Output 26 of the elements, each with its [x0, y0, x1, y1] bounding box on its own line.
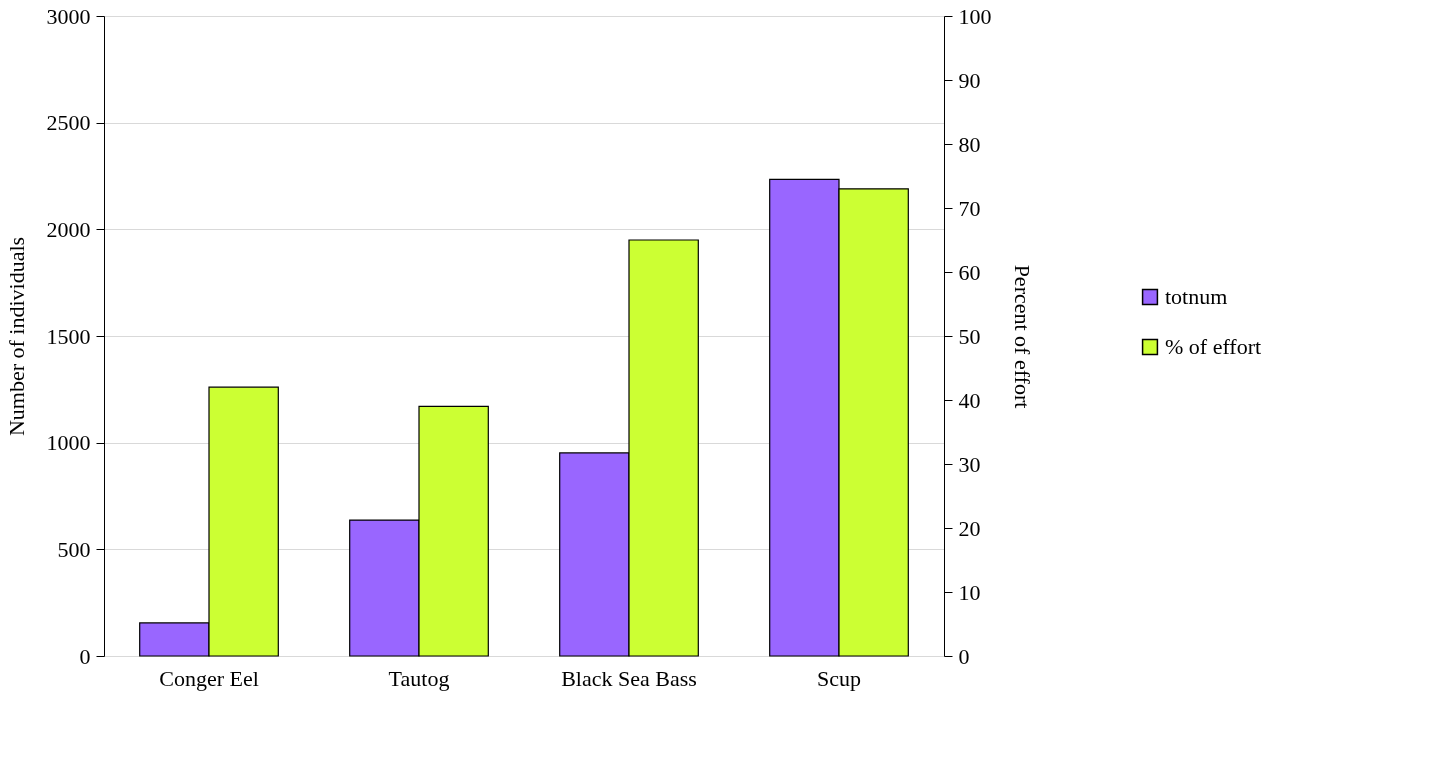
- y2-tick-label: 50: [958, 323, 981, 349]
- y2-axis-title: Percent of effort: [1009, 264, 1035, 409]
- y2-tick-label: 60: [958, 259, 981, 285]
- y-tick-label: 1500: [46, 323, 91, 349]
- x-tick-label: Tautog: [388, 665, 450, 691]
- y-tick-label: 1000: [46, 430, 91, 456]
- y2-tick-label: 100: [958, 3, 992, 29]
- y-tick-label: 0: [79, 643, 91, 669]
- y2-tick-label: 0: [958, 643, 970, 669]
- x-tick-label: Conger Eel: [159, 665, 259, 691]
- y-axis-title: Number of individuals: [3, 236, 29, 437]
- legend-label: % of effort: [1165, 334, 1262, 359]
- y-tick-label: 500: [57, 536, 91, 562]
- y2-tick-label: 30: [958, 451, 981, 477]
- y2-tick-label: 90: [958, 67, 981, 93]
- legend-label: totnum: [1165, 284, 1228, 309]
- y2-tick-label: 70: [958, 195, 981, 221]
- y-tick-label: 3000: [46, 3, 91, 29]
- y2-tick-label: 40: [958, 387, 981, 413]
- y2-tick-label: 80: [958, 131, 981, 157]
- y-tick-label: 2500: [46, 110, 91, 136]
- y2-tick-label: 20: [958, 515, 981, 541]
- x-tick-label: Scup: [817, 665, 861, 691]
- y-tick-label: 2000: [46, 216, 91, 242]
- y2-tick-label: 10: [958, 579, 981, 605]
- x-tick-label: Black Sea Bass: [561, 665, 697, 691]
